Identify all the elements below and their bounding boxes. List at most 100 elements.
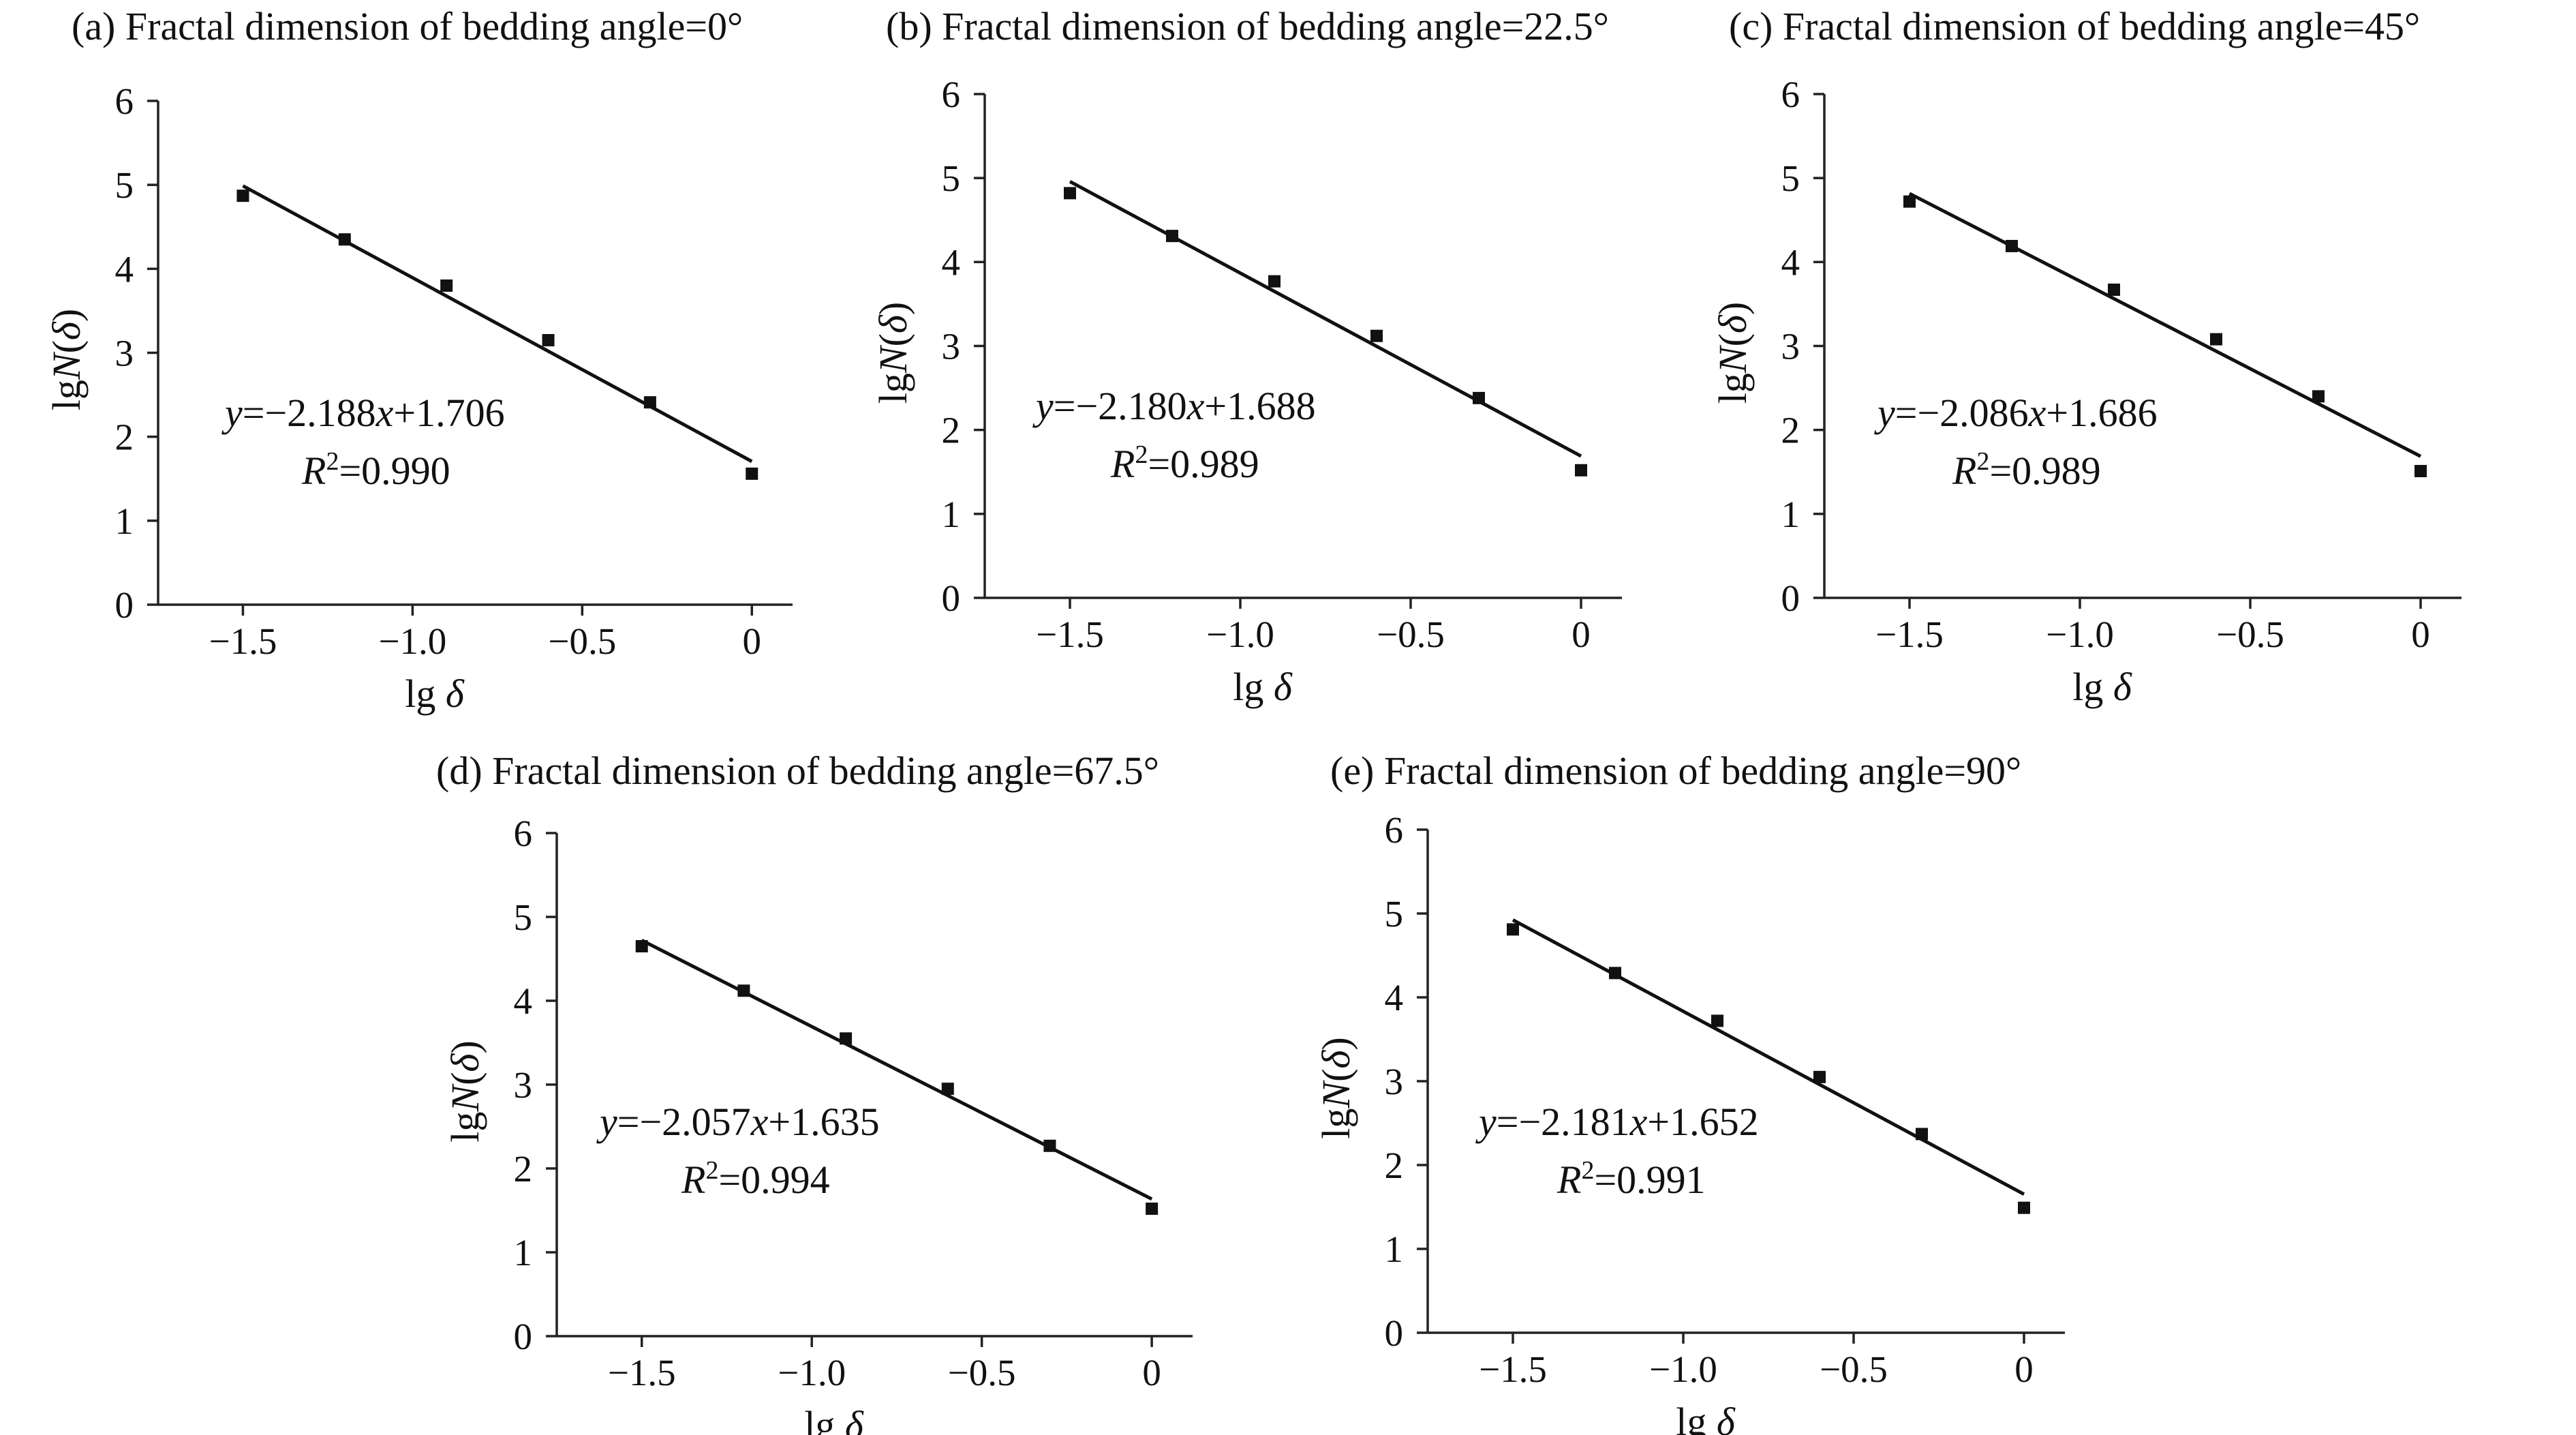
panel-b-y-axis-title: lgN(δ) (871, 302, 915, 404)
panel-e-data-point (1609, 967, 1621, 980)
panel-c-y-tick-label: 0 (1781, 577, 1800, 619)
panel-e-data-point (1916, 1128, 1928, 1141)
panel-d-y-tick-label: 5 (514, 896, 533, 938)
panel-e-title: (e) Fractal dimension of bedding angle=9… (1330, 749, 2021, 793)
panel-a-y-tick-label: 0 (115, 584, 134, 626)
panel-a-x-axis-title: lg δ (405, 671, 465, 716)
panel-c: (c) Fractal dimension of bedding angle=4… (1711, 4, 2462, 709)
panel-a-data-point (338, 233, 351, 246)
panel-e-data-point (1507, 923, 1519, 936)
panel-a-data-point (542, 334, 555, 347)
panel-e-equation: y=−2.181x+1.652 (1475, 1100, 1759, 1144)
panel-b-title: (b) Fractal dimension of bedding angle=2… (886, 4, 1609, 48)
panel-b: (b) Fractal dimension of bedding angle=2… (871, 4, 1622, 709)
panel-e-data-point (1813, 1070, 1826, 1083)
panel-c-data-point (2006, 239, 2018, 252)
panel-b-data-point (1575, 464, 1587, 477)
panel-c-title: (c) Fractal dimension of bedding angle=4… (1729, 4, 2420, 48)
panel-c-x-axis-title: lg δ (2072, 665, 2132, 709)
panel-b-y-tick-label: 6 (942, 74, 961, 115)
panel-e-data-point (2018, 1201, 2030, 1214)
panel-c-y-tick-label: 1 (1781, 494, 1800, 535)
panel-c-y-tick-label: 3 (1781, 326, 1800, 367)
panel-c-data-point (1903, 195, 1916, 208)
panel-c-y-tick-label: 5 (1781, 157, 1800, 199)
panel-d-x-tick-label: −0.5 (948, 1352, 1016, 1393)
panel-e-x-tick-label: 0 (2014, 1348, 2034, 1390)
panel-d-data-point (840, 1032, 853, 1045)
panel-a-data-point (236, 190, 249, 202)
panel-c-data-point (2312, 390, 2325, 403)
panel-d-x-tick-label: −1.0 (778, 1352, 846, 1393)
panel-c-equation: y=−2.086x+1.686 (1874, 391, 2158, 435)
panel-d-title: (d) Fractal dimension of bedding angle=6… (436, 749, 1159, 793)
panel-d: (d) Fractal dimension of bedding angle=6… (436, 749, 1193, 1435)
panel-a-y-tick-label: 3 (115, 333, 134, 374)
panel-d-y-tick-label: 2 (514, 1148, 533, 1190)
panel-b-data-point (1473, 391, 1485, 404)
panel-d-data-point (1146, 1203, 1159, 1215)
panel-a-data-point (643, 396, 656, 409)
panel-d-r-squared: R2=0.994 (681, 1156, 830, 1202)
panel-b-x-axis-title: lg δ (1233, 665, 1293, 709)
panel-c-data-point (2414, 465, 2427, 478)
panel-e-y-tick-label: 3 (1385, 1061, 1404, 1102)
panel-e-y-tick-label: 4 (1385, 977, 1404, 1018)
panel-b-x-tick-label: 0 (1571, 614, 1591, 655)
panel-c-x-tick-label: −1.5 (1875, 614, 1944, 655)
panel-e-data-point (1711, 1014, 1723, 1027)
panel-b-equation: y=−2.180x+1.688 (1032, 384, 1316, 428)
panel-c-y-tick-label: 2 (1781, 410, 1800, 451)
panel-b-y-tick-label: 5 (942, 157, 961, 199)
panel-b-data-point (1166, 230, 1178, 243)
panel-d-x-axis-title: lg δ (804, 1403, 864, 1435)
panel-e-y-tick-label: 0 (1385, 1312, 1404, 1354)
panel-e-r-squared: R2=0.991 (1557, 1156, 1706, 1202)
panel-b-y-tick-label: 4 (942, 241, 961, 283)
panel-c-y-tick-label: 6 (1781, 74, 1800, 115)
panel-c-x-tick-label: −0.5 (2216, 614, 2284, 655)
panel-c-y-axis-title: lgN(δ) (1711, 302, 1755, 404)
panel-b-data-point (1064, 187, 1076, 200)
panel-d-y-tick-label: 1 (514, 1232, 533, 1273)
panel-c-data-point (2108, 283, 2120, 296)
panel-d-data-point (737, 984, 750, 997)
panel-e-y-tick-label: 2 (1385, 1145, 1404, 1186)
panel-d-y-tick-label: 3 (514, 1064, 533, 1106)
panel-a-y-tick-label: 6 (115, 80, 134, 122)
panel-e-y-tick-label: 1 (1385, 1228, 1404, 1270)
panel-e-y-axis-title: lgN(δ) (1314, 1037, 1358, 1138)
panel-d-x-tick-label: −1.5 (608, 1352, 676, 1393)
panel-a-y-tick-label: 2 (115, 417, 134, 458)
panel-a-x-tick-label: 0 (743, 620, 762, 662)
panel-e-x-axis-title: lg δ (1676, 1400, 1736, 1435)
panel-a-y-tick-label: 1 (115, 500, 134, 542)
panel-c-x-tick-label: −1.0 (2046, 614, 2114, 655)
panel-c-r-squared: R2=0.989 (1952, 447, 2101, 493)
panel-d-data-point (941, 1083, 954, 1096)
panel-d-y-tick-label: 0 (514, 1316, 533, 1357)
panel-b-y-tick-label: 2 (942, 410, 961, 451)
panel-e: (e) Fractal dimension of bedding angle=9… (1314, 749, 2065, 1435)
panel-e-x-tick-label: −1.5 (1479, 1348, 1547, 1390)
panel-c-y-tick-label: 4 (1781, 241, 1800, 283)
panel-a-x-tick-label: −0.5 (548, 620, 616, 662)
panel-a-r-squared: R2=0.990 (301, 447, 450, 493)
panel-c-x-tick-label: 0 (2411, 614, 2430, 655)
panel-b-data-point (1268, 275, 1281, 288)
panel-b-data-point (1370, 329, 1383, 342)
panel-d-y-axis-title: lgN(δ) (443, 1040, 487, 1142)
panel-b-x-tick-label: −1.5 (1036, 614, 1104, 655)
panel-d-y-tick-label: 6 (514, 813, 533, 854)
panel-a-x-tick-label: −1.5 (209, 620, 277, 662)
panel-d-data-point (1043, 1139, 1056, 1152)
panel-b-r-squared: R2=0.989 (1110, 440, 1259, 486)
panel-a-x-tick-label: −1.0 (379, 620, 447, 662)
panel-b-y-tick-label: 1 (942, 494, 961, 535)
panel-a-y-axis-title: lgN(δ) (44, 309, 89, 410)
panel-a-y-tick-label: 4 (115, 248, 134, 290)
panel-a-fit-line (242, 184, 753, 464)
panel-b-x-tick-label: −0.5 (1377, 614, 1445, 655)
panel-e-y-tick-label: 6 (1385, 809, 1404, 851)
